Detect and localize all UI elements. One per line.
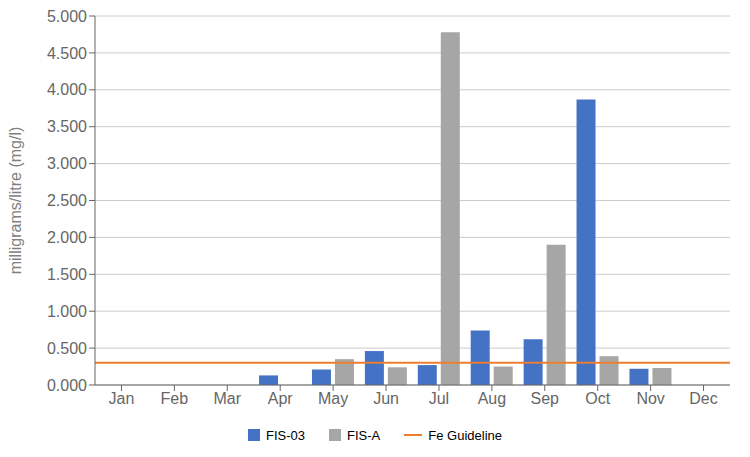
svg-text:5.000: 5.000 <box>47 8 87 25</box>
svg-text:Oct: Oct <box>585 390 610 407</box>
svg-text:Mar: Mar <box>214 390 242 407</box>
svg-text:Dec: Dec <box>689 390 717 407</box>
svg-text:Apr: Apr <box>268 390 294 407</box>
svg-text:Nov: Nov <box>636 390 664 407</box>
svg-text:4.500: 4.500 <box>47 45 87 62</box>
svg-text:Jul: Jul <box>429 390 449 407</box>
svg-text:Sep: Sep <box>531 390 560 407</box>
svg-text:milligrams/litre (mg/l): milligrams/litre (mg/l) <box>8 127 24 275</box>
svg-text:1.500: 1.500 <box>47 266 87 283</box>
svg-text:0.500: 0.500 <box>47 340 87 357</box>
svg-text:May: May <box>318 390 348 407</box>
svg-text:3.000: 3.000 <box>47 155 87 172</box>
svg-text:Aug: Aug <box>478 390 506 407</box>
html-text:FIS-03: FIS-03 <box>266 427 305 443</box>
svg-text:Feb: Feb <box>161 390 189 407</box>
svg-text:4.000: 4.000 <box>47 81 87 98</box>
html-text:FIS-A: FIS-A <box>347 427 381 443</box>
svg-text:Jan: Jan <box>109 390 135 407</box>
svg-text:2.000: 2.000 <box>47 229 87 246</box>
svg-text:0.000: 0.000 <box>47 377 87 394</box>
svg-text:1.000: 1.000 <box>47 303 87 320</box>
html-text:Fe Guideline: Fe Guideline <box>428 427 502 443</box>
svg-text:3.500: 3.500 <box>47 118 87 135</box>
svg-text:2.500: 2.500 <box>47 192 87 209</box>
svg-text:Jun: Jun <box>373 390 399 407</box>
